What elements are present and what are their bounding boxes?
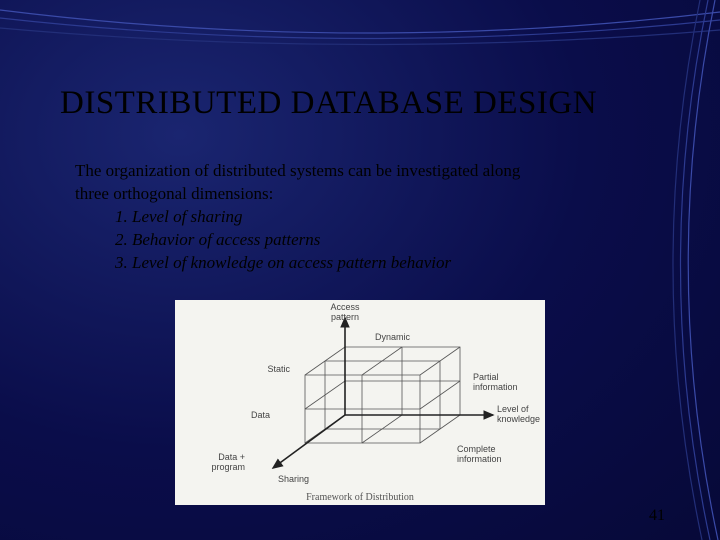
label-data-program: Data +program bbox=[211, 452, 245, 472]
list-item-1: 1. Level of sharing bbox=[115, 206, 640, 229]
figure-box: Accesspattern Dynamic Static Data Partia… bbox=[175, 300, 545, 505]
page-number: 41 bbox=[649, 507, 665, 525]
swoosh-side-decor bbox=[630, 0, 720, 540]
label-level-knowledge: Level ofknowledge bbox=[497, 404, 540, 424]
list-item-2: 2. Behavior of access patterns bbox=[115, 229, 640, 252]
label-static: Static bbox=[267, 364, 290, 374]
label-sharing: Sharing bbox=[278, 474, 309, 484]
label-complete-info: Completeinformation bbox=[457, 444, 502, 464]
intro-line-1: The organization of distributed systems … bbox=[75, 160, 640, 183]
cube-diagram: Accesspattern Dynamic Static Data Partia… bbox=[175, 300, 545, 505]
label-access-pattern: Accesspattern bbox=[330, 302, 360, 322]
label-data: Data bbox=[251, 410, 270, 420]
list-item-3: 3. Level of knowledge on access pattern … bbox=[115, 252, 640, 275]
intro-line-2: three orthogonal dimensions: bbox=[75, 183, 640, 206]
cube-wireframe bbox=[305, 347, 460, 443]
slide-title: DISTRIBUTED DATABASE DESIGN bbox=[60, 85, 660, 122]
label-partial-info: Partialinformation bbox=[473, 372, 518, 392]
label-dynamic: Dynamic bbox=[375, 332, 411, 342]
slide-body: The organization of distributed systems … bbox=[75, 160, 640, 275]
swoosh-top-decor bbox=[0, 0, 720, 60]
slide-root: DISTRIBUTED DATABASE DESIGN The organiza… bbox=[0, 0, 720, 540]
figure-caption: Framework of Distribution bbox=[306, 492, 414, 503]
